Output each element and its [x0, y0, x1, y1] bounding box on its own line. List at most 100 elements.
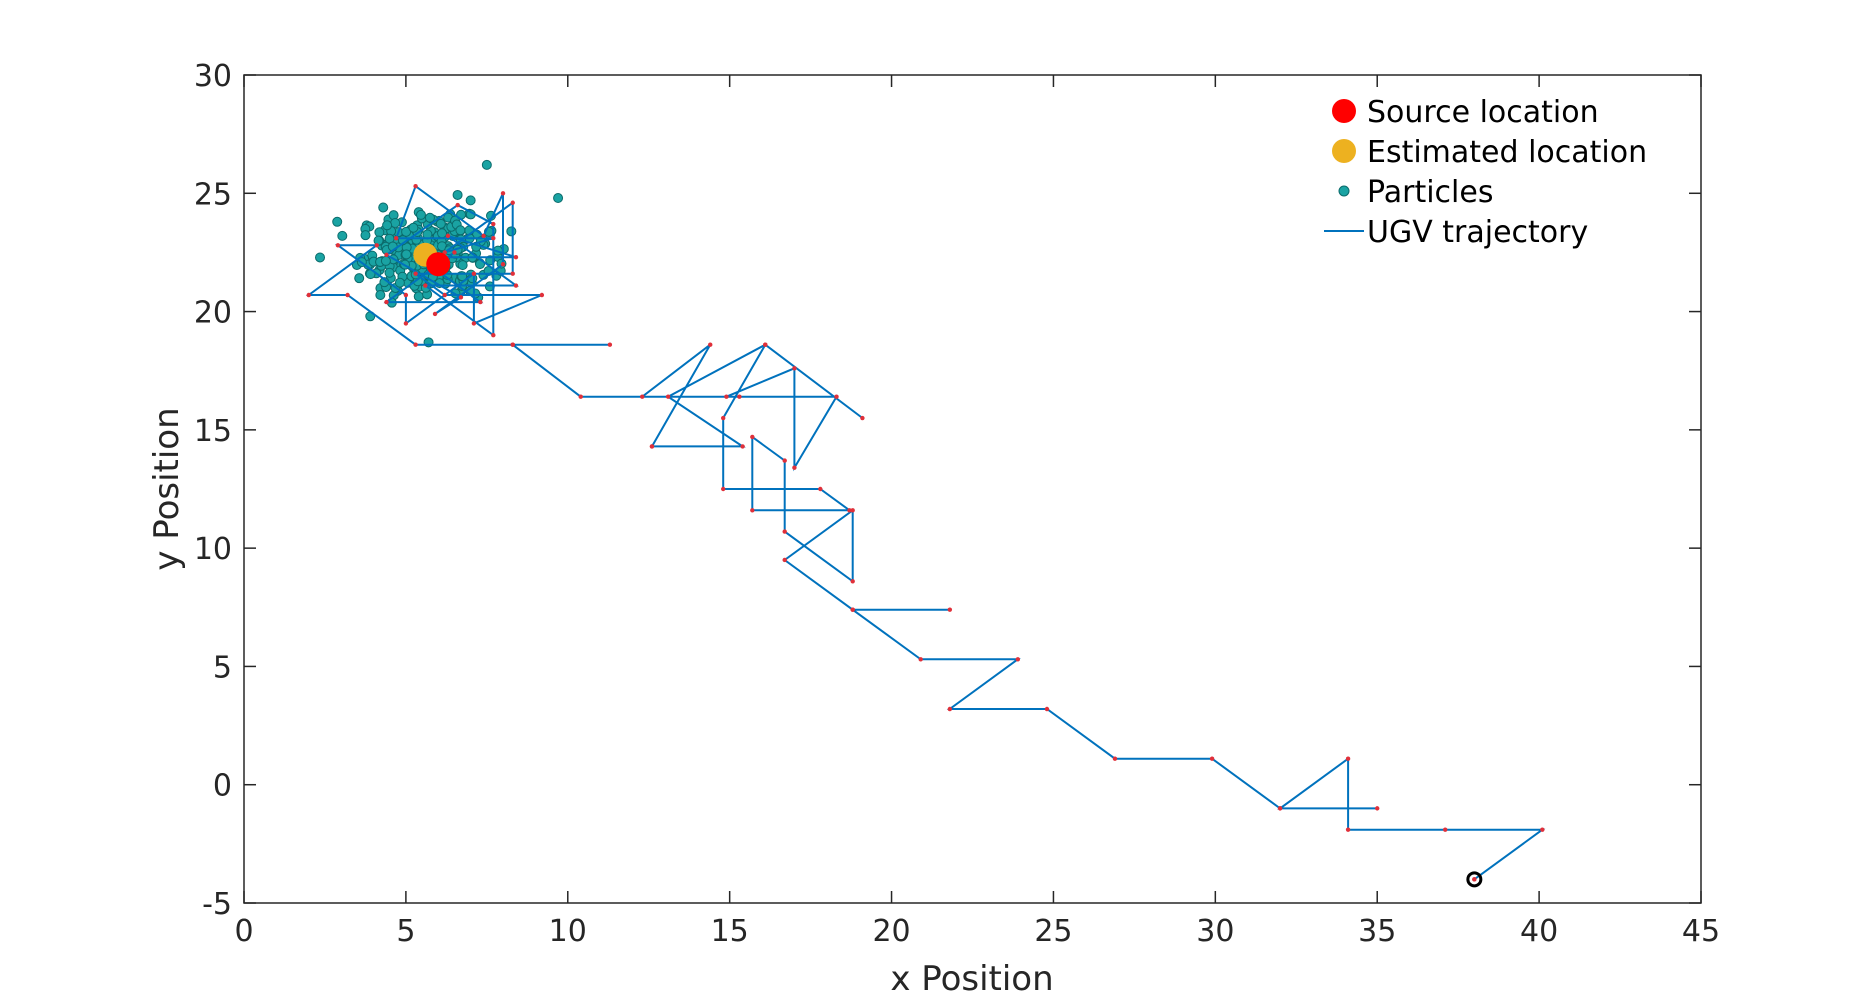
x-tick-label: 25: [1034, 914, 1072, 949]
y-tick-label: 20: [194, 296, 232, 331]
trajectory-waypoint: [763, 342, 768, 347]
trajectory-waypoint: [860, 415, 865, 421]
trajectory-waypoint: [782, 529, 787, 534]
trajectory-waypoint: [335, 243, 341, 248]
legend-estimated-label: Estimated location: [1367, 135, 1647, 170]
trajectory-waypoint: [1443, 827, 1448, 832]
trajectory-waypoint: [1015, 657, 1021, 662]
trajectory-waypoint: [423, 283, 428, 288]
particle: [401, 226, 412, 237]
trajectory-waypoint: [478, 299, 483, 305]
particle: [481, 159, 492, 170]
particle: [424, 212, 435, 223]
trajectory-waypoint: [491, 221, 496, 227]
trajectory-waypoint: [445, 233, 451, 239]
legend-trajectory-label: UGV trajectory: [1367, 215, 1588, 250]
trajectory-waypoint: [452, 250, 457, 255]
particle: [375, 289, 386, 300]
trajectory-waypoint: [403, 292, 409, 298]
plot-background: [244, 75, 1701, 903]
x-tick-label: 10: [549, 914, 587, 949]
trajectory-waypoint: [510, 342, 515, 347]
start-position-marker: [1466, 871, 1483, 888]
trajectory-waypoint: [491, 236, 496, 241]
legend-particles-marker: [1338, 185, 1350, 197]
trajectory-waypoint: [737, 394, 742, 399]
trajectory-waypoint: [403, 321, 409, 326]
y-axis-ticks: -5 0 5 10 15 20 25 30: [194, 59, 1701, 922]
particle: [457, 260, 468, 271]
trajectory-waypoint: [1209, 756, 1215, 761]
particle: [465, 195, 476, 206]
particle: [337, 230, 348, 241]
trajectory-waypoint: [513, 283, 519, 288]
trajectory-waypoint: [413, 271, 418, 276]
legend: Source location Estimated location Parti…: [1324, 95, 1647, 250]
trajectory-waypoint: [491, 333, 496, 338]
y-tick-label: 10: [194, 532, 232, 567]
trajectory-waypoint: [1044, 706, 1050, 712]
trajectory-waypoint: [834, 394, 839, 399]
trajectory-waypoint: [393, 236, 399, 241]
trajectory-waypoint: [850, 607, 855, 612]
trajectory-waypoint: [720, 486, 726, 492]
trajectory-waypoint: [640, 394, 645, 399]
trajectory-waypoint: [500, 191, 506, 196]
y-tick-label: 15: [194, 414, 232, 449]
legend-particles-label: Particles: [1367, 175, 1493, 210]
legend-source-label: Source location: [1367, 95, 1599, 130]
trajectory-waypoint: [471, 321, 477, 326]
particle: [413, 291, 424, 302]
particle: [378, 202, 389, 213]
trajectory-waypoint: [481, 233, 486, 239]
particle: [382, 220, 393, 231]
trajectory-waypoint: [724, 394, 729, 399]
trajectory-waypoint: [384, 252, 389, 257]
start-dot: [1472, 877, 1477, 882]
particle: [401, 249, 412, 260]
trajectory-waypoint: [818, 486, 823, 492]
trajectory-waypoint: [384, 299, 389, 305]
particle: [332, 216, 343, 227]
trajectory-waypoint: [500, 262, 506, 267]
legend-estimated-marker: [1332, 139, 1356, 163]
x-tick-label: 30: [1196, 914, 1234, 949]
trajectory-waypoint: [792, 366, 797, 371]
trajectory-waypoint: [1540, 827, 1545, 832]
trajectory-waypoint: [947, 607, 953, 612]
trajectory-waypoint: [1112, 756, 1118, 761]
y-tick-label: -5: [202, 887, 232, 922]
trajectory-waypoint: [442, 292, 447, 298]
x-axis-ticks: 0 5 10 15 20 25 30 35 40 45: [234, 75, 1720, 949]
x-tick-label: 0: [234, 914, 253, 949]
x-tick-label: 20: [872, 914, 910, 949]
x-tick-label: 35: [1358, 914, 1396, 949]
particle: [553, 193, 564, 204]
trajectory-waypoint: [847, 508, 852, 513]
trajectory-waypoint: [918, 657, 923, 662]
trajectory-waypoint: [792, 465, 797, 470]
particle: [506, 226, 517, 237]
trajectory-waypoint: [578, 394, 583, 399]
trajectory-waypoints: [306, 183, 1545, 882]
particle: [394, 277, 405, 288]
x-tick-label: 15: [711, 914, 749, 949]
x-tick-label: 45: [1682, 914, 1720, 949]
trajectory-waypoint: [306, 292, 311, 298]
particle: [408, 222, 419, 233]
trajectory-waypoint: [374, 243, 379, 248]
particle: [415, 209, 426, 220]
x-tick-label: 40: [1520, 914, 1558, 949]
trajectory-waypoint: [782, 458, 787, 463]
y-tick-label: 0: [213, 769, 232, 804]
trajectory-waypoint: [513, 254, 519, 260]
trajectory-waypoint: [750, 508, 755, 513]
trajectory-waypoint: [1345, 756, 1351, 761]
source-location-marker: [426, 252, 451, 277]
y-tick-label: 30: [194, 59, 232, 94]
trajectory-waypoint: [345, 292, 350, 298]
trajectory-waypoint: [850, 579, 855, 584]
particle: [452, 189, 463, 200]
y-axis-title: y Position: [147, 407, 187, 570]
trajectory-waypoint: [947, 706, 953, 712]
